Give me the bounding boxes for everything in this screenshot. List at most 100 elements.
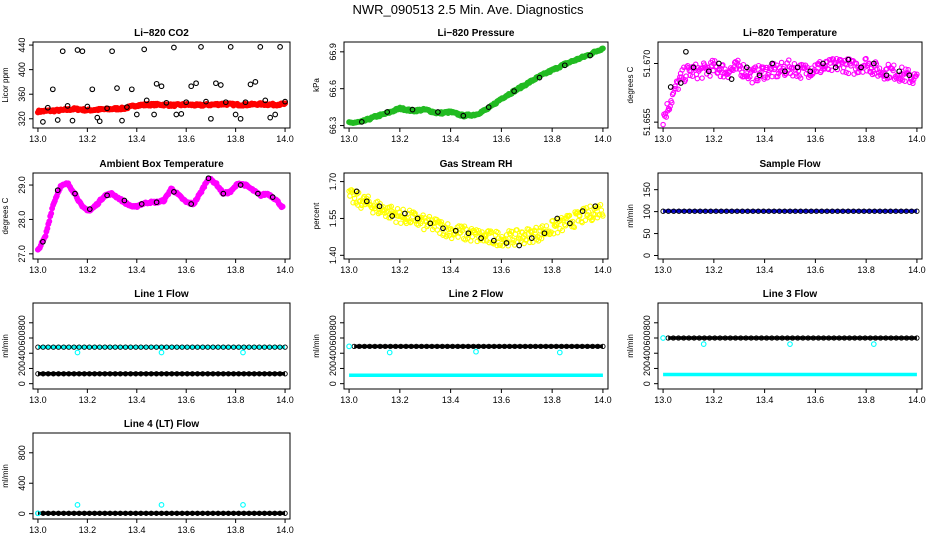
point: [829, 67, 835, 74]
point: [97, 371, 103, 377]
point: [377, 343, 383, 350]
point: [71, 371, 77, 377]
x-tick-label: 13.8: [543, 134, 561, 144]
point: [787, 341, 793, 347]
point: [387, 343, 394, 350]
point: [194, 344, 201, 350]
x-tick-label: 14.0: [594, 395, 612, 405]
point: [392, 343, 399, 350]
x-tick-label: 13.2: [391, 395, 409, 405]
point: [686, 335, 692, 341]
x-tick-label: 13.8: [857, 395, 875, 405]
point: [76, 344, 82, 350]
point: [353, 188, 360, 195]
point: [514, 227, 520, 233]
y-axis-label-pressure: kPa: [312, 78, 321, 92]
point: [279, 203, 286, 210]
y-tick-label: 150: [642, 182, 652, 197]
point: [215, 371, 221, 377]
point: [246, 344, 252, 350]
point: [277, 344, 283, 350]
point: [40, 510, 46, 516]
point: [50, 344, 57, 350]
point: [42, 233, 49, 240]
point: [374, 203, 380, 210]
point: [803, 208, 809, 214]
point: [486, 343, 492, 350]
point: [733, 66, 740, 72]
point: [750, 208, 756, 214]
point: [189, 344, 196, 350]
point: [774, 73, 781, 80]
point: [45, 371, 51, 377]
point: [898, 335, 905, 341]
point: [440, 225, 446, 232]
point: [870, 60, 877, 67]
point: [220, 510, 226, 516]
point: [523, 236, 530, 243]
point: [227, 44, 234, 50]
panel-title-line-2-flow: Line 2 Flow: [449, 289, 504, 300]
point: [902, 78, 908, 84]
point: [237, 182, 244, 188]
point: [825, 66, 832, 73]
x-tick-label: 13.0: [654, 395, 672, 405]
point: [412, 210, 418, 217]
point: [867, 335, 873, 341]
y-tick-label: 400: [642, 346, 652, 361]
point: [200, 344, 206, 350]
point: [173, 111, 180, 118]
point: [367, 343, 373, 350]
point: [857, 335, 863, 341]
point: [158, 502, 165, 508]
point: [86, 371, 93, 377]
point: [585, 212, 591, 218]
point: [690, 64, 697, 71]
point: [554, 222, 560, 228]
panel-title-temperature: Li−820 Temperature: [743, 28, 837, 39]
point: [729, 208, 735, 214]
x-tick-label: 13.0: [340, 395, 358, 405]
point: [845, 208, 851, 214]
point: [841, 335, 848, 341]
point: [702, 208, 709, 214]
point: [189, 371, 196, 377]
point: [466, 231, 472, 237]
point: [727, 335, 733, 341]
point: [528, 235, 535, 241]
point: [543, 343, 549, 350]
plot-frame-temperature: [657, 41, 923, 129]
point: [246, 371, 252, 377]
point: [804, 64, 810, 70]
y-tick-label: 800: [17, 315, 27, 330]
point: [71, 344, 77, 350]
point: [133, 344, 139, 350]
point: [91, 344, 98, 350]
point: [713, 208, 719, 214]
point: [438, 219, 445, 225]
panel-sample-flow: Sample Flow ml/min 13.0 13.2 13.4 13.6 13.8 14.…: [626, 159, 926, 275]
point: [496, 343, 502, 350]
point: [824, 208, 830, 214]
panel-gas-stream-rh: Gas Stream RH percent 13.0 13.2 13.4 13.6 13.8…: [312, 159, 612, 275]
point: [174, 344, 180, 350]
point: [782, 208, 788, 214]
point: [495, 229, 501, 236]
point: [376, 203, 383, 210]
point: [481, 343, 487, 350]
point: [402, 210, 408, 217]
point: [114, 85, 120, 91]
point: [241, 371, 247, 377]
point: [908, 208, 915, 214]
point: [589, 343, 596, 350]
point: [184, 510, 190, 516]
point: [200, 371, 206, 377]
point: [200, 510, 206, 516]
point: [882, 208, 888, 214]
point: [455, 343, 461, 350]
point: [356, 198, 363, 205]
point: [740, 61, 747, 68]
y-axis-label-gas-stream-rh: percent: [312, 202, 321, 229]
point: [183, 99, 190, 106]
point: [282, 371, 288, 377]
